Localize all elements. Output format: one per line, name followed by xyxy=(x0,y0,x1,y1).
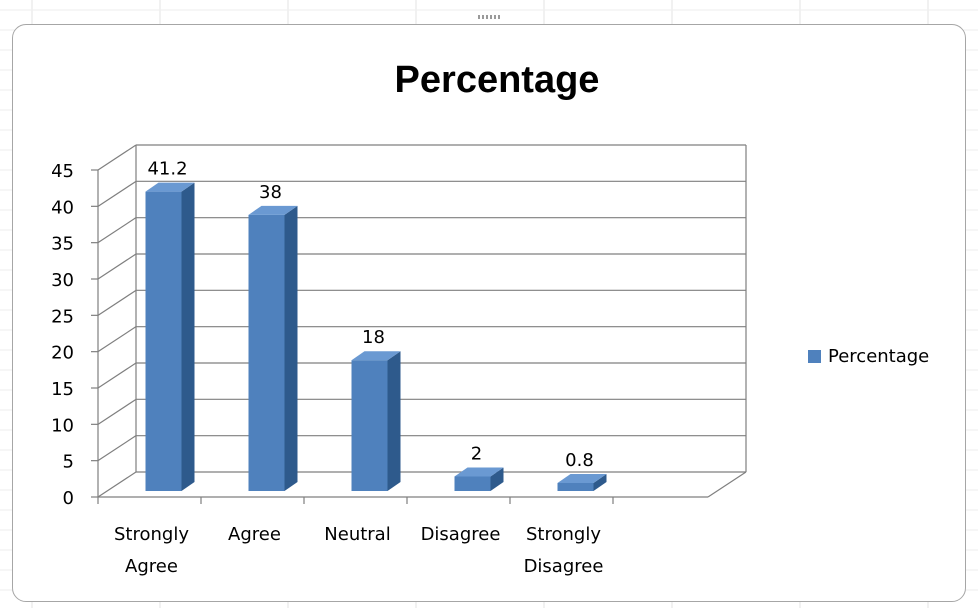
gridline xyxy=(97,180,746,207)
tick-labels: 0 5 10 15 20 25 30 35 40 45 Strongly Agree Agree Neut… xyxy=(51,161,603,577)
chart-resize-handle[interactable] xyxy=(478,15,500,19)
x-tick-label: Strongly Agree xyxy=(114,524,189,577)
y-tick-label: 10 xyxy=(51,415,74,436)
y-tick-label: 20 xyxy=(51,343,74,364)
gridline xyxy=(97,326,746,353)
chart-title: Percentage xyxy=(395,59,600,101)
y-tick-label: 0 xyxy=(63,488,74,509)
gridline xyxy=(97,471,746,498)
bar xyxy=(557,474,607,491)
data-label: 18 xyxy=(362,327,385,348)
y-tick-label: 40 xyxy=(51,197,74,218)
bar xyxy=(145,182,195,491)
y-tick-label: 45 xyxy=(51,161,74,182)
y-tick-label: 30 xyxy=(51,270,74,291)
gridline xyxy=(97,435,746,462)
x-tick-label: Disagree xyxy=(421,524,501,545)
legend-label: Percentage xyxy=(828,346,929,367)
y-tick-label: 15 xyxy=(51,379,74,400)
gridline xyxy=(97,289,746,316)
legend: Percentage xyxy=(808,346,929,367)
axes xyxy=(91,145,747,504)
bar xyxy=(248,205,298,491)
gridlines xyxy=(97,144,746,498)
svg-text:Agree: Agree xyxy=(228,524,281,545)
svg-text:Strongly: Strongly xyxy=(114,524,189,545)
svg-text:Strongly: Strongly xyxy=(526,524,601,545)
gridline xyxy=(97,398,746,425)
bar xyxy=(351,351,401,491)
gridline xyxy=(97,144,746,171)
svg-text:Disagree: Disagree xyxy=(524,556,604,577)
gridline xyxy=(97,253,746,280)
data-label: 38 xyxy=(259,182,282,203)
svg-text:Disagree: Disagree xyxy=(421,524,501,545)
legend-swatch xyxy=(808,350,821,363)
y-tick-label: 35 xyxy=(51,234,74,255)
data-labels: 41.2 38 18 2 0.8 xyxy=(147,159,593,471)
data-label: 0.8 xyxy=(565,450,594,471)
x-tick-label: Agree xyxy=(228,524,281,545)
bar xyxy=(454,467,504,491)
y-tick-label: 25 xyxy=(51,306,74,327)
gridline xyxy=(97,362,746,389)
bars xyxy=(145,182,607,491)
svg-text:Neutral: Neutral xyxy=(324,524,390,545)
y-tick-label: 5 xyxy=(63,452,74,473)
svg-text:Agree: Agree xyxy=(125,556,178,577)
x-tick-label: Strongly Disagree xyxy=(524,524,604,577)
x-tick-label: Neutral xyxy=(324,524,390,545)
gridline xyxy=(97,217,746,244)
data-label: 2 xyxy=(471,443,482,464)
data-label: 41.2 xyxy=(147,159,187,180)
